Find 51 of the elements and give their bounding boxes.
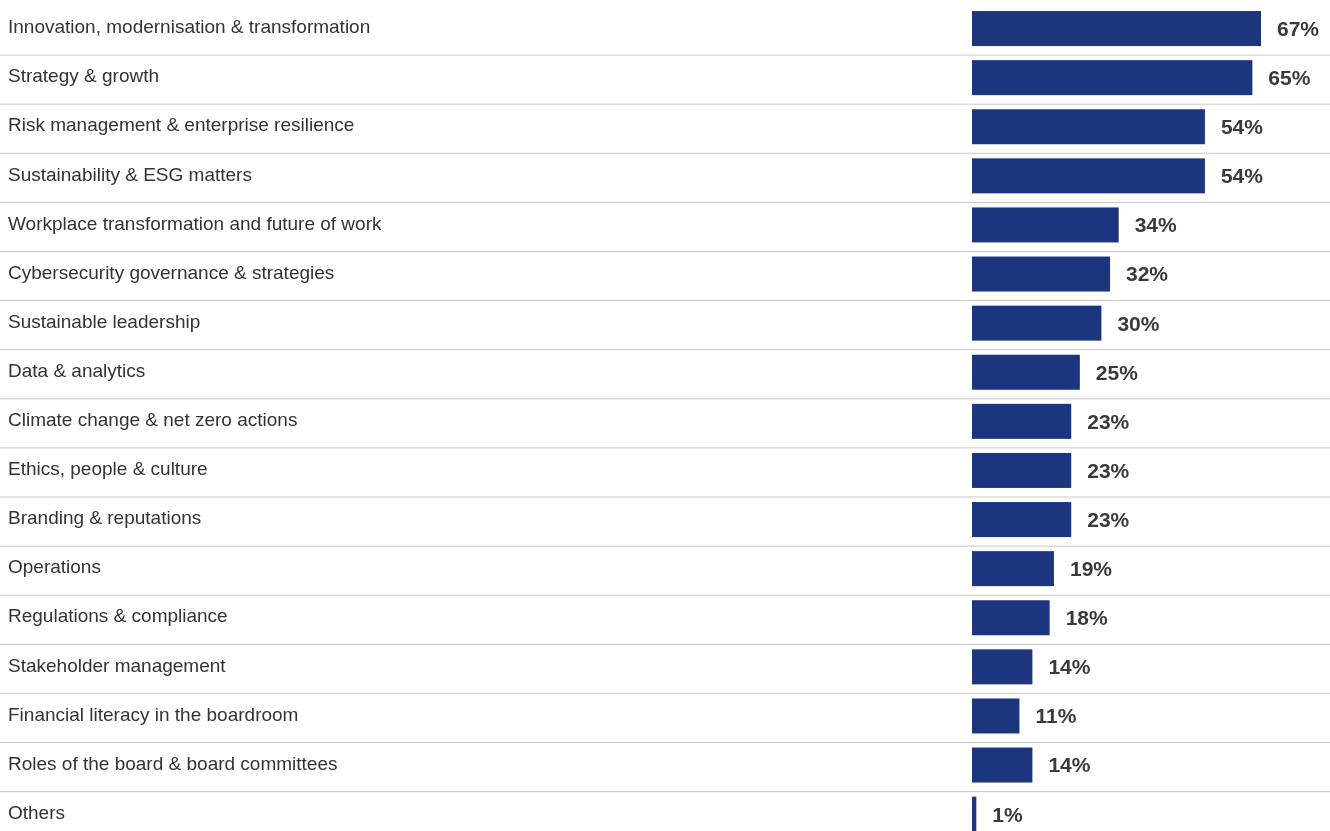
bar [972,60,1253,96]
y-tick-label: Risk management & enterprise resilience [8,114,355,136]
y-tick-label: Ethics, people & culture [8,458,208,480]
y-tick-label: Operations [8,556,101,578]
bar [972,698,1020,734]
bar [972,207,1119,243]
data-label: 14% [1048,753,1091,777]
y-tick-label: Sustainable leadership [8,310,201,332]
data-label: 65% [1268,66,1311,89]
bar [972,452,1072,488]
data-label: 54% [1220,115,1264,139]
bar [972,403,1072,439]
bar [972,354,1080,390]
bar [972,256,1111,292]
bar [972,502,1072,538]
data-label: 54% [1220,164,1264,188]
bar [972,109,1205,145]
data-label: 30% [1117,311,1160,335]
bar [972,747,1033,783]
bar [972,158,1205,194]
y-tick-label: Financial literacy in the boardroom [8,703,299,725]
bar [972,551,1054,587]
y-tick-label: Sustainability & ESG matters [8,163,252,185]
y-tick-label: Regulations & compliance [8,605,228,627]
data-label: 34% [1134,213,1178,237]
data-label: 14% [1048,655,1091,679]
y-tick-label: Climate change & net zero actions [8,409,298,430]
y-tick-label: Stakeholder management [8,654,227,676]
data-label: 23% [1087,409,1130,433]
y-tick-label: Data & analytics [8,359,146,381]
data-label: 18% [1065,606,1108,630]
data-label: 1% [992,802,1023,826]
y-tick-label: Cybersecurity governance & strategies [8,261,335,283]
y-tick-label: Innovation, modernisation & transformation [8,16,371,38]
y-tick-label: Roles of the board & board committees [8,752,338,774]
data-label: 32% [1126,262,1169,286]
y-tick-label: Strategy & growth [8,65,160,87]
bar [972,600,1050,636]
bar [972,305,1102,341]
data-label: 25% [1095,360,1139,384]
data-label: 19% [1069,557,1113,580]
data-label: 23% [1087,507,1130,531]
data-label: 67% [1277,16,1320,40]
data-label: 23% [1087,458,1130,482]
bar [972,796,977,831]
bar [972,11,1261,47]
y-tick-label: Branding & reputations [8,507,202,529]
data-label: 11% [1035,704,1077,728]
bar [972,649,1033,685]
y-tick-label: Others [8,801,66,823]
y-tick-label: Workplace transformation and future of work [8,212,382,234]
